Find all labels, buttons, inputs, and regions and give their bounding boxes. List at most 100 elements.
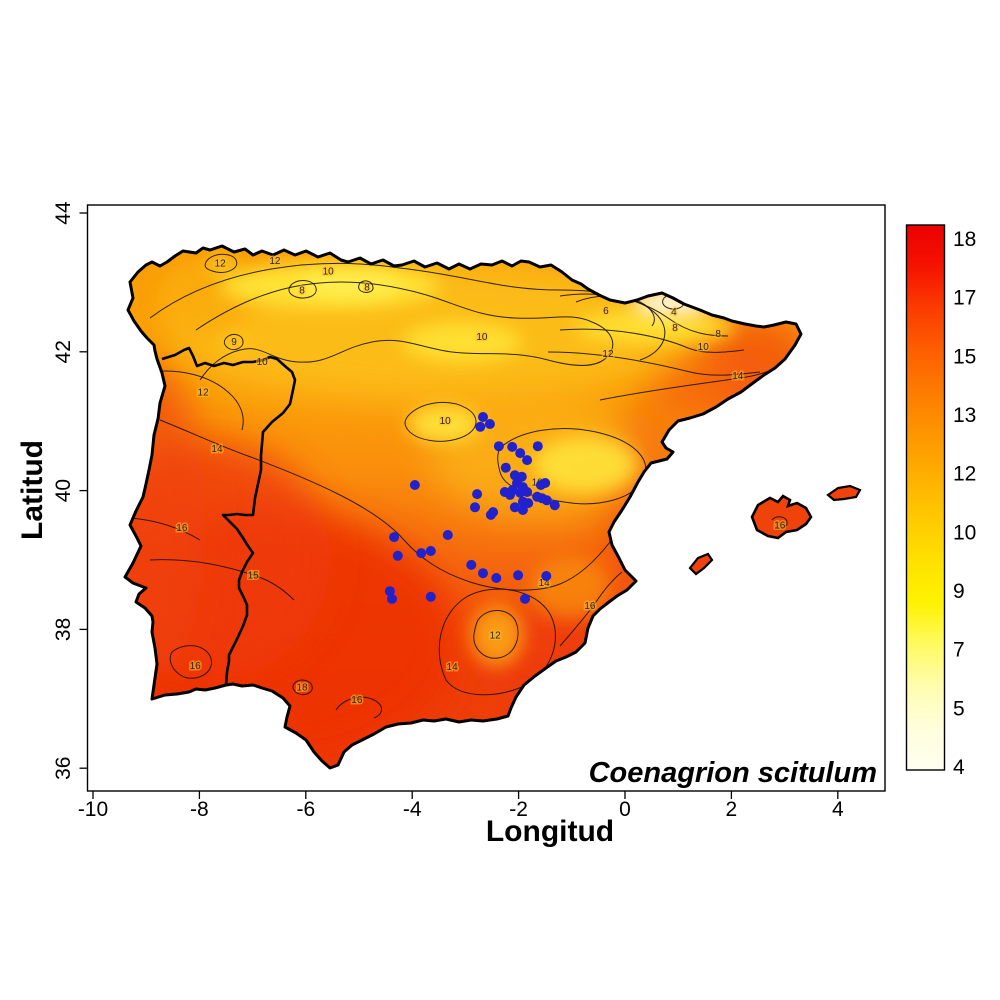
occurrence-point bbox=[425, 591, 436, 602]
occurrence-point bbox=[493, 441, 504, 452]
contour-label: 8 bbox=[715, 329, 721, 340]
occurrence-point bbox=[541, 571, 552, 581]
occurrence-point bbox=[466, 559, 477, 570]
occurrence-point bbox=[389, 532, 400, 543]
contour-label: 9 bbox=[231, 337, 237, 348]
y-tick-label: 40 bbox=[52, 479, 75, 502]
contour-label: 10 bbox=[323, 266, 335, 277]
colorbar-tick-label: 5 bbox=[953, 697, 965, 720]
x-tick-label: 4 bbox=[832, 798, 844, 821]
occurrence-point bbox=[478, 412, 488, 422]
colorbar-legend: 18 17 15 13 12 10 9 7 5 4 bbox=[905, 224, 976, 779]
occurrence-point bbox=[505, 489, 516, 500]
y-axis: 36 38 40 42 44 bbox=[52, 201, 88, 780]
contour-label: 14 bbox=[732, 371, 744, 382]
y-axis-title: Latitud bbox=[16, 440, 49, 540]
occurrence-point bbox=[387, 593, 397, 604]
contour-label: 8 bbox=[364, 282, 370, 293]
x-tick-label: -8 bbox=[190, 798, 209, 821]
contour-label: 16 bbox=[190, 661, 202, 672]
occurrence-points bbox=[384, 412, 560, 604]
plot-frame bbox=[86, 204, 886, 792]
occurrence-point bbox=[478, 568, 488, 579]
contour-label: 8 bbox=[299, 286, 305, 297]
contour-label: 10 bbox=[440, 416, 452, 427]
colorbar-gradient-bar bbox=[905, 224, 946, 771]
contour-label: 16 bbox=[176, 523, 188, 534]
occurrence-point bbox=[522, 487, 533, 497]
contour-label: 6 bbox=[603, 306, 609, 317]
contour-label: 12 bbox=[215, 259, 227, 270]
x-axis: -10 -8 -6 -4 -2 0 2 4 bbox=[78, 791, 844, 821]
portugal-spain-border bbox=[161, 346, 297, 686]
occurrence-point bbox=[485, 509, 496, 520]
x-tick-label: -2 bbox=[509, 798, 528, 821]
occurrence-point bbox=[472, 489, 483, 500]
x-tick-label: -10 bbox=[78, 798, 108, 821]
occurrence-point bbox=[520, 593, 530, 604]
colorbar-tick-label: 18 bbox=[953, 228, 976, 251]
occurrence-point bbox=[475, 421, 486, 432]
island-ibiza bbox=[688, 552, 714, 576]
island-menorca bbox=[826, 484, 862, 502]
occurrence-point bbox=[532, 441, 543, 452]
y-tick-label: 42 bbox=[52, 340, 75, 363]
occurrence-point bbox=[507, 441, 518, 452]
contour-label: 10 bbox=[257, 357, 269, 368]
contour-label: 16 bbox=[351, 695, 363, 706]
occurrence-point bbox=[416, 548, 427, 559]
contour-level-labels: 1212108891012106488101214101014161516181… bbox=[175, 254, 788, 707]
y-tick-label: 44 bbox=[52, 201, 75, 225]
contour-label: 14 bbox=[211, 444, 223, 455]
x-tick-label: -4 bbox=[403, 798, 422, 821]
occurrence-point bbox=[409, 480, 420, 490]
occurrence-point bbox=[549, 500, 560, 511]
colorbar-tick-label: 12 bbox=[953, 463, 976, 486]
colorbar-labels: 18 17 15 13 12 10 9 7 5 4 bbox=[953, 228, 976, 779]
occurrence-point bbox=[500, 462, 511, 473]
y-tick-label: 38 bbox=[52, 618, 75, 641]
contour-label: 18 bbox=[297, 683, 309, 694]
colorbar-tick-label: 10 bbox=[953, 521, 976, 544]
colorbar-tick-label: 17 bbox=[953, 287, 976, 310]
colorbar-tick-label: 13 bbox=[953, 404, 976, 427]
colorbar-tick-label: 4 bbox=[953, 756, 965, 779]
occurrence-point bbox=[535, 480, 546, 490]
colorbar-tick-label: 15 bbox=[953, 345, 976, 368]
x-tick-label: -6 bbox=[296, 798, 315, 821]
contour-label: 14 bbox=[447, 662, 459, 673]
occurrence-point bbox=[470, 502, 480, 513]
occurrence-point bbox=[523, 498, 534, 509]
y-tick-label: 36 bbox=[52, 757, 75, 780]
contour-label: 16 bbox=[584, 601, 596, 612]
colorbar-tick-label: 9 bbox=[953, 580, 965, 603]
contour-label: 16 bbox=[774, 520, 786, 531]
colorbar-tick-label: 7 bbox=[953, 639, 965, 662]
occurrence-point bbox=[384, 586, 395, 597]
occurrence-point bbox=[515, 448, 526, 459]
occurrence-point bbox=[484, 419, 495, 429]
contour-label: 4 bbox=[671, 307, 677, 318]
contour-label: 12 bbox=[602, 349, 614, 360]
x-tick-label: 2 bbox=[726, 798, 738, 821]
contour-label: 10 bbox=[698, 342, 710, 353]
x-axis-title: Longitud bbox=[486, 815, 614, 848]
contour-label: 10 bbox=[476, 332, 488, 343]
balearic-islands bbox=[688, 484, 862, 576]
occurrence-point bbox=[517, 505, 528, 515]
contour-label: 12 bbox=[198, 388, 210, 399]
occurrence-point bbox=[425, 546, 436, 556]
contour-label: 8 bbox=[672, 323, 678, 334]
contour-label: 15 bbox=[248, 570, 260, 581]
occurrence-point bbox=[392, 550, 403, 561]
iberia-coastline bbox=[123, 244, 803, 770]
contour-label: 12 bbox=[269, 256, 281, 267]
occurrence-point bbox=[541, 495, 552, 506]
occurrence-point bbox=[513, 570, 524, 581]
occurrence-point bbox=[522, 455, 533, 466]
occurrence-point bbox=[442, 530, 453, 540]
occurrence-point bbox=[509, 502, 520, 513]
occurrence-point bbox=[491, 573, 502, 583]
